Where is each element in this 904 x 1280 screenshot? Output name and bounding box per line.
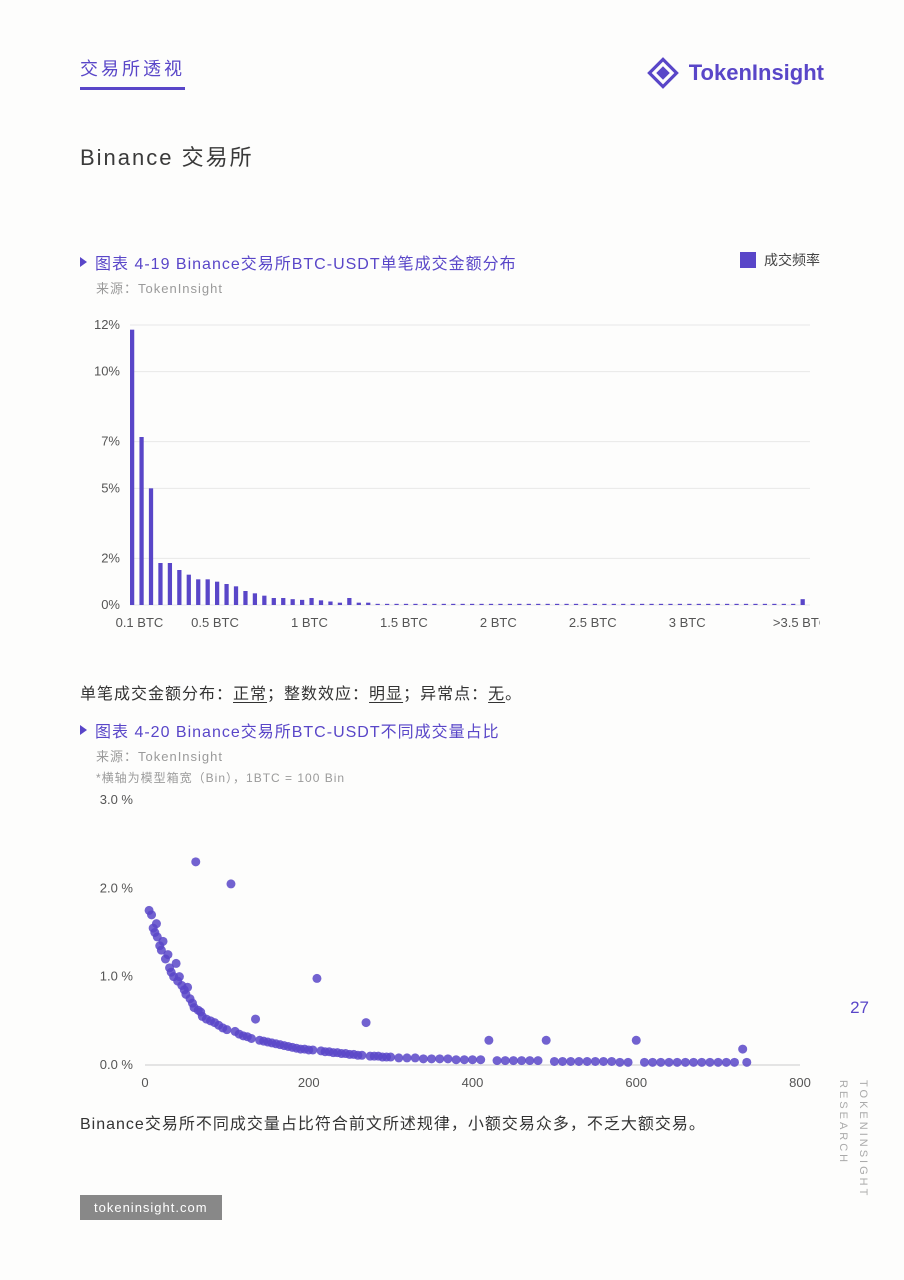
svg-text:1 BTC: 1 BTC [291, 615, 328, 630]
svg-text:>3.5 BTC: >3.5 BTC [773, 615, 820, 630]
footer-url: tokeninsight.com [80, 1195, 222, 1220]
side-label: TOKENINSIGHT RESEARCH [832, 1080, 872, 1280]
analysis-text-2: Binance交易所不同成交量占比符合前文所述规律，小额交易众多，不乏大额交易。 [80, 1110, 706, 1134]
page-number: 27 [850, 998, 869, 1018]
svg-text:12%: 12% [94, 317, 120, 332]
svg-text:3.0 %: 3.0 % [100, 792, 134, 807]
svg-text:800: 800 [789, 1075, 811, 1090]
legend-text: 成交频率 [764, 250, 820, 270]
svg-text:7%: 7% [101, 434, 120, 449]
svg-text:0: 0 [141, 1075, 148, 1090]
svg-text:2%: 2% [101, 550, 120, 565]
svg-text:2.0 %: 2.0 % [100, 880, 134, 895]
page-title: Binance 交易所 [80, 140, 254, 172]
chart2-title: 图表 4-20 Binance交易所BTC-USDT不同成交量占比 [95, 718, 500, 742]
svg-text:2.5 BTC: 2.5 BTC [569, 615, 617, 630]
svg-text:0.1 BTC: 0.1 BTC [116, 615, 164, 630]
chart2: 0.0 % 1.0 % 2.0 % 3.0 % 0 200 400 600 800 [80, 790, 820, 1100]
svg-text:3 BTC: 3 BTC [669, 615, 706, 630]
chart1-header: 图表 4-19 Binance交易所BTC-USDT单笔成交金额分布 来源：To… [80, 250, 820, 297]
svg-text:200: 200 [298, 1075, 320, 1090]
svg-text:1.5 BTC: 1.5 BTC [380, 615, 428, 630]
chart2-header: 图表 4-20 Binance交易所BTC-USDT不同成交量占比 来源：Tok… [80, 718, 820, 786]
logo-text: TokenInsight [689, 60, 824, 86]
svg-text:10%: 10% [94, 364, 120, 379]
svg-text:0%: 0% [101, 597, 120, 612]
header-section-title: 交易所透视 [80, 55, 185, 90]
triangle-icon [80, 725, 87, 735]
chart1-legend: 成交频率 [740, 250, 820, 270]
svg-text:2 BTC: 2 BTC [480, 615, 517, 630]
chart1-source: 来源：TokenInsight [96, 278, 517, 297]
svg-text:1.0 %: 1.0 % [100, 969, 134, 984]
triangle-icon [80, 257, 87, 267]
chart2-note: *横轴为模型箱宽（Bin），1BTC = 100 Bin [96, 769, 820, 786]
chart1-title: 图表 4-19 Binance交易所BTC-USDT单笔成交金额分布 [95, 250, 517, 274]
logo-icon [647, 57, 679, 89]
chart2-source: 来源：TokenInsight [96, 746, 820, 765]
svg-text:0.0 %: 0.0 % [100, 1057, 134, 1072]
analysis-text-1: 单笔成交金额分布：正常；整数效应：明显；异常点：无。 [80, 680, 522, 704]
legend-swatch [740, 252, 756, 268]
svg-text:0.5 BTC: 0.5 BTC [191, 615, 239, 630]
svg-text:5%: 5% [101, 480, 120, 495]
svg-text:400: 400 [462, 1075, 484, 1090]
chart1: 0% 2% 5% 7% 10% 12% 0.1 BTC 0.5 BTC 1 BTC 1.5 BTC… [80, 315, 820, 635]
logo: TokenInsight [647, 57, 824, 89]
svg-text:600: 600 [625, 1075, 647, 1090]
